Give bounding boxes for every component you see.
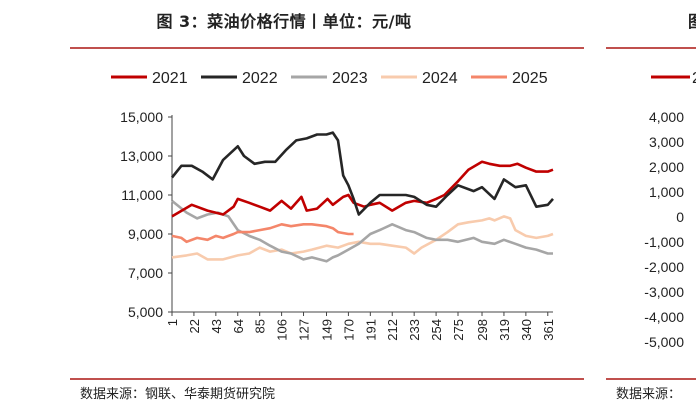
right-y-tick-label: -1,000	[644, 234, 684, 250]
y-tick-label: 5,000	[128, 304, 163, 320]
series-line-2025	[171, 223, 354, 244]
y-tick-label: 11,000	[121, 187, 163, 203]
x-tick-label: 170	[341, 319, 356, 341]
y-tick-label: 7,000	[128, 265, 163, 281]
legend-label-2025: 2025	[512, 70, 548, 87]
x-tick-label: 361	[541, 319, 556, 341]
source-note: 数据来源：钢联、华泰期货研究院	[80, 387, 276, 402]
x-tick-label: 22	[187, 319, 202, 333]
x-tick-label: 319	[497, 319, 512, 341]
footer-rule	[70, 378, 584, 380]
x-tick-label: 275	[451, 319, 466, 341]
x-tick-label: 254	[429, 319, 444, 341]
legend-label-2022: 2022	[242, 70, 278, 87]
x-tick-label: 64	[231, 319, 246, 333]
y-tick-label: 13,000	[120, 148, 163, 164]
x-tick-label: 149	[319, 319, 334, 341]
right-y-tick-label: 3,000	[649, 134, 684, 150]
x-tick-label: 43	[209, 319, 224, 333]
x-tick-label: 212	[385, 319, 400, 341]
series-line-2022	[170, 131, 554, 216]
x-tick-label: 127	[297, 319, 312, 341]
right-source-note: 数据来源：	[616, 387, 682, 402]
right-title-rule	[606, 47, 696, 49]
right-y-tick-label: -4,000	[644, 309, 684, 325]
series-line-2024	[171, 215, 554, 261]
series-line-2023	[171, 199, 553, 263]
x-tick-label: 85	[253, 319, 268, 333]
right-y-tick-label: 2,000	[649, 159, 684, 175]
right-y-tick-label: 4,000	[649, 109, 684, 125]
right-y-tick-label: -2,000	[644, 259, 684, 275]
x-tick-label: 298	[475, 319, 490, 341]
legend-label-2021: 2021	[152, 70, 188, 87]
y-tick-label: 9,000	[128, 226, 163, 242]
title-rule	[70, 47, 584, 49]
legend-label-2024: 2024	[422, 70, 458, 87]
series-line-2021	[171, 160, 554, 218]
y-tick-label: 15,000	[120, 109, 163, 125]
right-footer-rule	[606, 378, 696, 380]
chart-title: 图 3：菜油价格行情丨单位：元/吨	[156, 12, 412, 31]
right-chart-title-fragment: 图	[688, 8, 696, 32]
x-tick-label: 106	[275, 319, 290, 341]
right-y-tick-label: 1,000	[649, 184, 684, 200]
right-y-tick-label: -5,000	[644, 334, 684, 350]
x-tick-label: 1	[165, 319, 180, 326]
x-tick-label: 340	[519, 319, 534, 341]
x-tick-label: 191	[363, 319, 378, 341]
x-tick-label: 233	[407, 319, 422, 341]
right-legend-label: 2	[692, 70, 696, 87]
legend-label-2023: 2023	[332, 70, 368, 87]
right-y-tick-label: -3,000	[644, 284, 684, 300]
right-y-tick-label: 0	[676, 209, 684, 225]
